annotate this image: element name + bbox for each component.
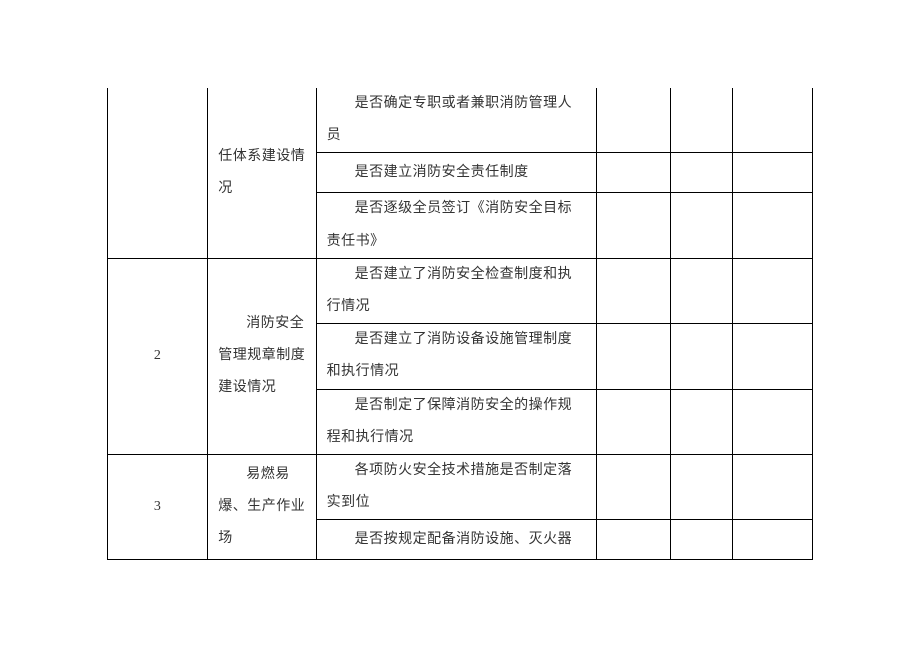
cell-empty <box>670 520 732 560</box>
cell-item: 是否建立了消防设备设施管理制度和执行情况 <box>316 324 597 389</box>
cell-item: 是否建立消防安全责任制度 <box>316 153 597 193</box>
cell-empty <box>670 193 732 258</box>
cell-text: 是否确定专职或者兼职消防管理人员 <box>327 88 587 152</box>
table-row: 3 易燃易爆、生产作业场 各项防火安全技术措施是否制定落实到位 <box>108 454 813 519</box>
cell-empty <box>732 520 812 560</box>
cell-empty <box>670 88 732 153</box>
cell-empty <box>732 324 812 389</box>
cell-item: 是否逐级全员签订《消防安全目标责任书》 <box>316 193 597 258</box>
cell-seq: 2 <box>108 258 208 454</box>
cell-text: 易燃易爆、生产作业场 <box>218 459 309 556</box>
cell-empty <box>597 389 670 454</box>
table-row: 2 消防安全管理规章制度建设情况 是否建立了消防安全检查制度和执行情况 <box>108 258 813 323</box>
cell-empty <box>597 258 670 323</box>
inspection-table: 任体系建设情况 是否确定专职或者兼职消防管理人员 是否建立消防安全责任制度 是否… <box>107 88 813 560</box>
cell-empty <box>597 324 670 389</box>
cell-text: 是否按规定配备消防设施、灭火器 <box>327 524 587 556</box>
cell-empty <box>732 454 812 519</box>
cell-empty <box>732 258 812 323</box>
cell-empty <box>732 389 812 454</box>
cell-empty <box>732 88 812 153</box>
table-row: 任体系建设情况 是否确定专职或者兼职消防管理人员 <box>108 88 813 153</box>
cell-empty <box>732 193 812 258</box>
cell-seq: 3 <box>108 454 208 559</box>
cell-category: 任体系建设情况 <box>208 88 316 258</box>
cell-item: 是否建立了消防安全检查制度和执行情况 <box>316 258 597 323</box>
cell-seq <box>108 88 208 258</box>
cell-empty <box>670 389 732 454</box>
cell-text: 任体系建设情况 <box>218 141 309 205</box>
cell-item: 是否按规定配备消防设施、灭火器 <box>316 520 597 560</box>
cell-item: 是否制定了保障消防安全的操作规程和执行情况 <box>316 389 597 454</box>
cell-empty <box>670 324 732 389</box>
cell-text: 是否建立消防安全责任制度 <box>327 157 587 189</box>
cell-text: 各项防火安全技术措施是否制定落实到位 <box>327 455 587 519</box>
cell-category: 消防安全管理规章制度建设情况 <box>208 258 316 454</box>
cell-empty <box>670 258 732 323</box>
cell-text: 是否逐级全员签订《消防安全目标责任书》 <box>327 193 587 257</box>
cell-text: 是否制定了保障消防安全的操作规程和执行情况 <box>327 390 587 454</box>
cell-empty <box>597 193 670 258</box>
cell-text: 2 <box>108 340 207 372</box>
cell-category: 易燃易爆、生产作业场 <box>208 454 316 559</box>
cell-empty <box>732 153 812 193</box>
cell-item: 是否确定专职或者兼职消防管理人员 <box>316 88 597 153</box>
cell-item: 各项防火安全技术措施是否制定落实到位 <box>316 454 597 519</box>
cell-empty <box>597 153 670 193</box>
cell-empty <box>597 454 670 519</box>
cell-empty <box>670 454 732 519</box>
cell-text: 是否建立了消防设备设施管理制度和执行情况 <box>327 324 587 388</box>
cell-text: 消防安全管理规章制度建设情况 <box>218 308 309 405</box>
cell-empty <box>670 153 732 193</box>
cell-text: 是否建立了消防安全检查制度和执行情况 <box>327 259 587 323</box>
cell-text: 3 <box>108 491 207 523</box>
cell-empty <box>597 520 670 560</box>
cell-empty <box>597 88 670 153</box>
